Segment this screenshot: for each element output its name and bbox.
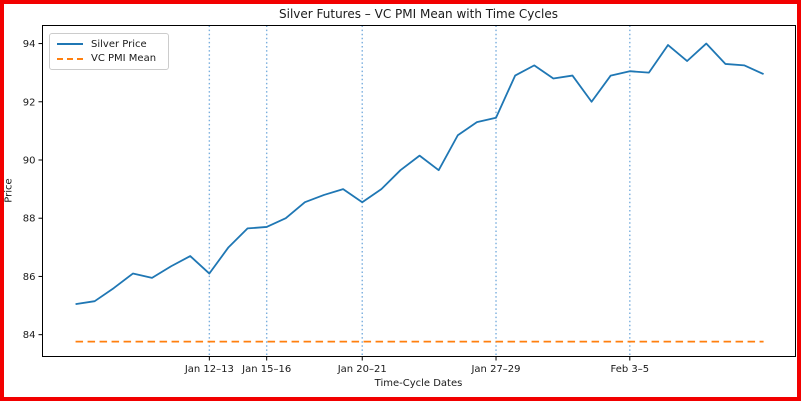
x-axis-label: Time-Cycle Dates bbox=[374, 378, 463, 389]
silver-price-line-swatch bbox=[57, 43, 83, 46]
legend-box: Silver Price VC PMI Mean bbox=[49, 33, 169, 70]
silver-price-line bbox=[75, 42, 764, 305]
y-tick-label: 88 bbox=[23, 214, 36, 225]
y-tick-label: 94 bbox=[23, 39, 36, 50]
y-tick-label: 84 bbox=[23, 330, 36, 341]
y-tick-label: 86 bbox=[23, 272, 36, 283]
x-tick-label: Jan 20–21 bbox=[337, 364, 387, 375]
x-tick-label: Jan 15–16 bbox=[241, 364, 291, 375]
vc-pmi-mean-line-swatch bbox=[57, 57, 83, 60]
legend-item-silver-price: Silver Price bbox=[57, 39, 161, 50]
y-tick-label: 90 bbox=[23, 155, 36, 166]
plot-frame bbox=[42, 25, 796, 357]
legend-label: VC PMI Mean bbox=[91, 53, 157, 65]
legend-item-vc-pmi-mean: VC PMI Mean bbox=[57, 53, 161, 64]
x-tick-label: Jan 12–13 bbox=[184, 364, 234, 375]
y-axis-label: Price bbox=[3, 178, 15, 203]
y-tick-label: 92 bbox=[23, 97, 36, 108]
x-tick-label: Feb 3–5 bbox=[610, 364, 649, 375]
x-tick-label: Jan 27–29 bbox=[470, 364, 520, 375]
chart-title: Silver Futures – VC PMI Mean with Time C… bbox=[279, 7, 558, 21]
legend-label: Silver Price bbox=[91, 38, 147, 50]
